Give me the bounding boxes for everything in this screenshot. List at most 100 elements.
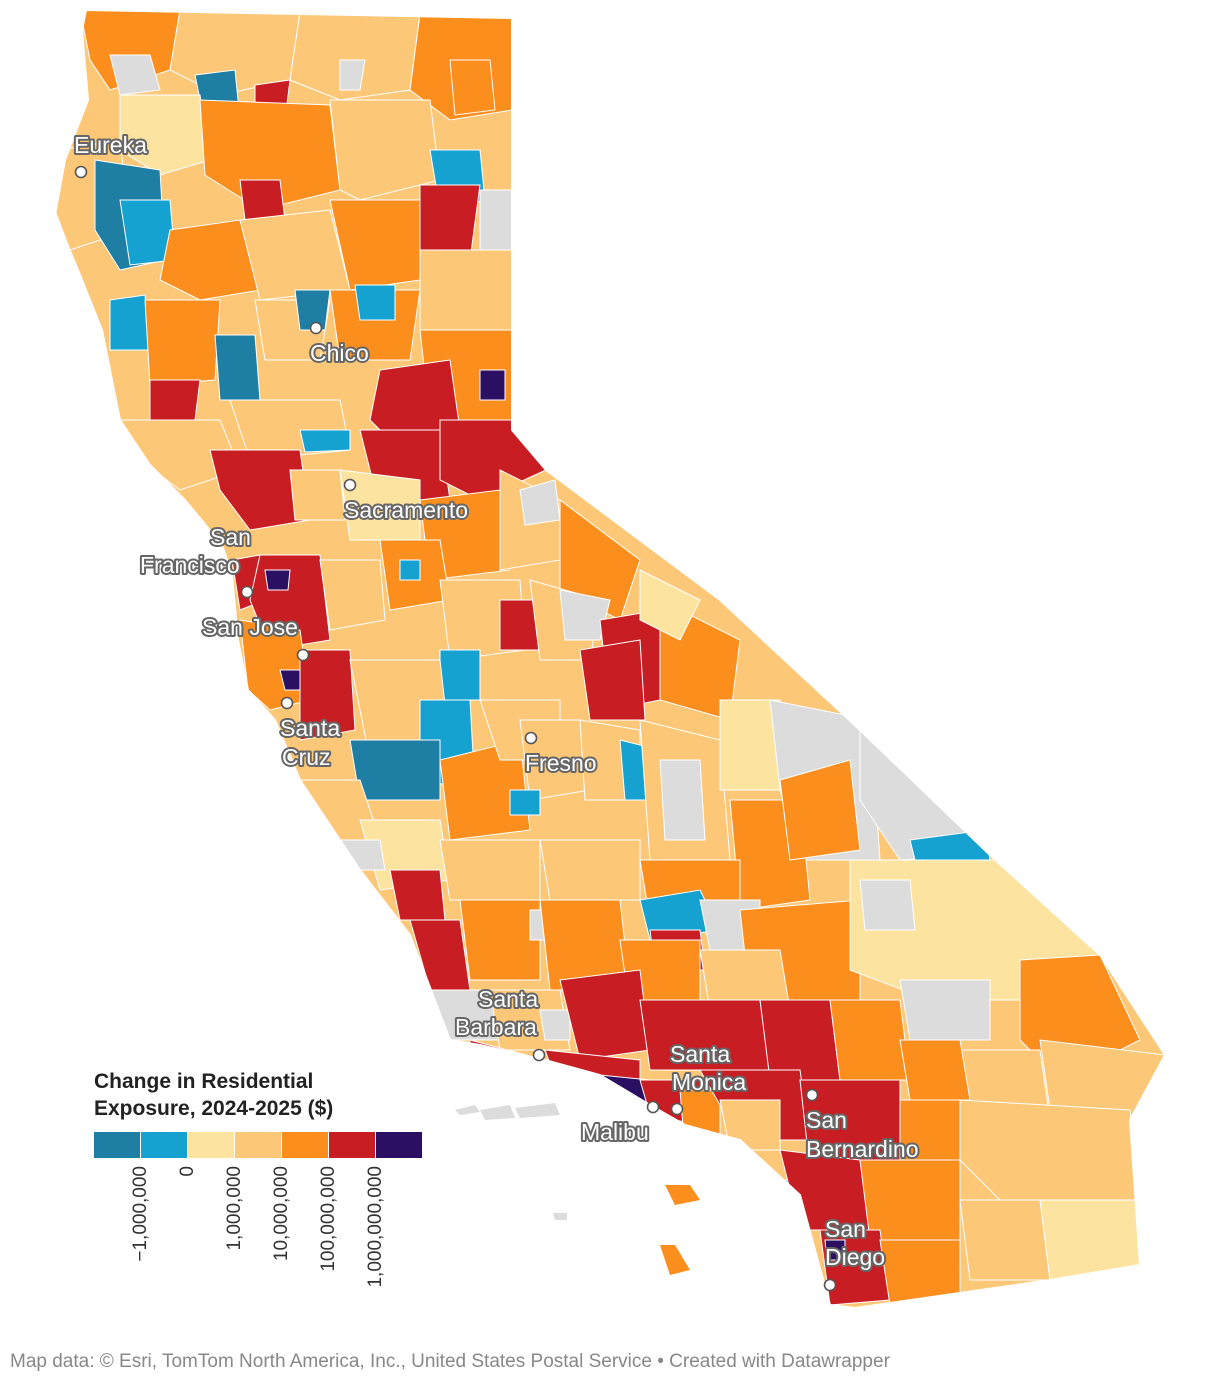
legend-title-line1: Change in Residential: [94, 1070, 314, 1093]
datawrapper-credit: • Created with Datawrapper: [657, 1351, 890, 1372]
zip-region: [829, 999, 911, 1081]
city-label: San: [825, 1216, 866, 1242]
zip-region: [299, 429, 351, 453]
city-label: Barbara: [455, 1014, 537, 1040]
city-marker: Fresno: [523, 731, 599, 778]
city-marker: Santa Cruz: [278, 696, 342, 772]
city-label: Cruz: [282, 744, 331, 770]
zip-region: [439, 739, 531, 841]
city-dot: [646, 1100, 660, 1114]
legend-tick-labels: −1,000,000 0 1,000,000 10,000,000 100,000,00…: [94, 1158, 434, 1318]
city-label: San Jose: [202, 614, 298, 640]
zip-region: [679, 1089, 721, 1151]
zip-region: [294, 289, 331, 331]
city-dot: [343, 478, 357, 492]
zip-region: [144, 299, 221, 386]
city-label: Sacramento: [344, 497, 468, 523]
island-region: [480, 1105, 515, 1120]
legend-swatch: [376, 1132, 422, 1158]
legend: Change in Residential Exposure, 2024-202…: [94, 1068, 434, 1318]
zip-region: [339, 839, 386, 871]
city-dot: [524, 731, 538, 745]
city-marker: San Bernardino: [804, 1088, 921, 1164]
legend-tick-label: 10,000,000: [271, 1166, 292, 1262]
channel-islands: [455, 1103, 700, 1275]
legend-swatch: [94, 1132, 140, 1158]
city-dot: [74, 165, 88, 179]
city-marker: Malibu: [579, 1100, 660, 1147]
zip-region: [149, 379, 201, 421]
legend-swatch: [329, 1132, 375, 1158]
city-dot: [309, 321, 323, 335]
zip-region: [959, 1099, 1141, 1201]
legend-tick-label: 1,000,000,000: [365, 1166, 386, 1288]
zip-region: [539, 839, 641, 901]
city-label: Eureka: [74, 132, 147, 158]
city-label: Bernardino: [806, 1136, 919, 1162]
zip-region: [109, 294, 151, 351]
zip-region: [319, 559, 386, 631]
zip-region: [459, 899, 541, 981]
legend-swatch: [235, 1132, 281, 1158]
zip-region: [899, 979, 991, 1041]
city-dot: [296, 648, 310, 662]
zip-code-regions: [55, 10, 1165, 1306]
legend-tick-label: −1,000,000: [130, 1166, 151, 1262]
city-label: Santa: [670, 1041, 730, 1067]
legend-swatch: [188, 1132, 234, 1158]
city-label: Francisco: [140, 552, 240, 578]
city-label: San: [210, 524, 251, 550]
island-region: [660, 1245, 690, 1275]
zip-region: [419, 184, 481, 261]
zip-region: [399, 559, 421, 581]
city-marker: Sacramento: [342, 478, 470, 525]
zip-region: [779, 759, 861, 861]
city-dot: [532, 1048, 546, 1062]
island-region: [515, 1103, 560, 1118]
legend-color-bar: [94, 1132, 434, 1158]
city-label: Diego: [825, 1244, 885, 1270]
island-region: [553, 1213, 567, 1220]
legend-tick-label: 0: [177, 1166, 198, 1177]
city-dot: [670, 1102, 684, 1116]
legend-swatch: [141, 1132, 187, 1158]
zip-region: [159, 219, 261, 301]
island-region: [665, 1185, 700, 1205]
city-label: San: [806, 1107, 847, 1133]
zip-region: [354, 284, 396, 321]
zip-region: [214, 334, 261, 401]
zip-region: [99, 499, 166, 541]
zip-region: [479, 189, 513, 251]
source-credit: Map data: © Esri, TomTom North America, …: [10, 1351, 652, 1372]
zip-region: [289, 469, 346, 521]
city-dot: [280, 696, 294, 710]
legend-swatch: [282, 1132, 328, 1158]
legend-tick-label: 100,000,000: [318, 1166, 339, 1272]
zip-region: [339, 59, 366, 91]
city-marker: San Jose: [200, 612, 310, 662]
zip-region: [239, 209, 351, 301]
zip-region: [389, 869, 446, 921]
zip-region: [199, 99, 341, 211]
zip-region: [579, 639, 646, 721]
zip-region: [659, 759, 706, 841]
zip-region: [419, 249, 513, 331]
zip-region: [539, 1009, 571, 1041]
legend-tick-label: 1,000,000: [224, 1166, 245, 1251]
city-dot: [805, 1088, 819, 1102]
city-label: Chico: [310, 340, 369, 366]
zip-region: [209, 449, 311, 531]
zip-region: [559, 589, 611, 641]
island-region: [455, 1105, 480, 1115]
state-outline: [53, 8, 1167, 1310]
zip-region: [824, 1239, 846, 1261]
city-label: Santa: [478, 986, 538, 1012]
city-label: Santa: [280, 715, 340, 741]
zip-region: [479, 369, 506, 401]
zip-region: [759, 999, 841, 1081]
city-label: Fresno: [525, 750, 597, 776]
city-label: Monica: [672, 1069, 746, 1095]
